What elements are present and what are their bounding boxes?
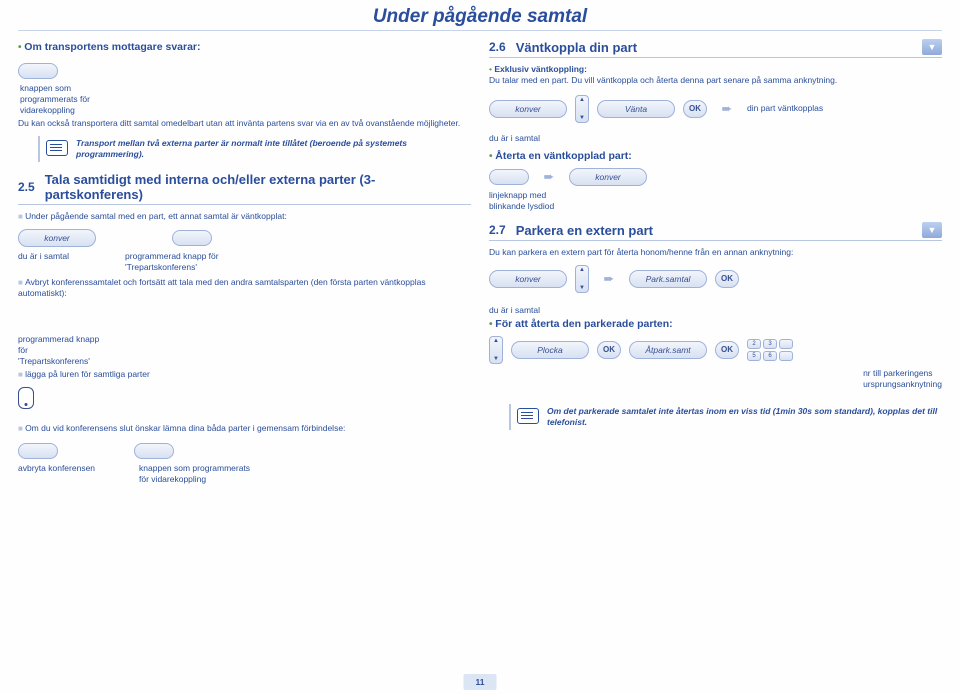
heading-om-transport: Om transportens mottagare svarar:	[18, 41, 471, 53]
chevron-down-icon: ▼	[922, 39, 942, 55]
label-vantkopplas: din part väntkopplas	[747, 103, 823, 114]
left-column: Om transportens mottagare svarar: knappe…	[18, 37, 471, 489]
label-linjeknapp: linjeknapp med blinkande lysdiod	[489, 190, 942, 212]
softkey-konver-4: konver	[489, 270, 567, 288]
ok-button-4: OK	[715, 341, 739, 359]
note-text-2: Om det parkerade samtalet inte återtas i…	[547, 406, 942, 428]
nav-rocker-3: ▲▼	[489, 336, 503, 364]
label-knapp-vidarekoppling: knappen som programmerats för vidarekopp…	[20, 83, 471, 116]
softkey-vanta: Vänta	[597, 100, 675, 118]
section-2-7-num: 2.7	[489, 223, 506, 237]
heading-for-att-aterta: För att återta den parkerade parten:	[489, 318, 942, 330]
right-column: 2.6 Väntkoppla din part ▼ • Exklusiv vän…	[489, 37, 942, 489]
section-2-7-title: Parkera en extern part	[516, 223, 653, 238]
programmable-key-icon-2	[172, 230, 212, 246]
label-avbryta-konf: avbryta konferensen	[18, 463, 95, 474]
softkey-park: Park.samtal	[629, 270, 707, 288]
ok-button-2: OK	[715, 270, 739, 288]
arrow-icon-2: ➨	[539, 170, 559, 184]
arrow-icon-3: ➨	[599, 272, 619, 286]
label-nr-parkering: nr till parkeringens ursprungsanknytning	[863, 368, 942, 390]
ok-button-1: OK	[683, 100, 707, 118]
programmable-key-icon-3	[18, 443, 58, 459]
section-2-5-title: Tala samtidigt med interna och/eller ext…	[45, 172, 471, 202]
softkey-konver-3: konver	[569, 168, 647, 186]
section-2-5-head: 2.5 Tala samtidigt med interna och/eller…	[18, 172, 471, 205]
exklusiv-body: Du talar med en part. Du vill väntkoppla…	[489, 75, 837, 85]
softkey-konver-1: konver	[18, 229, 96, 247]
programmable-key-icon-4	[134, 443, 174, 459]
page-number: 11	[464, 674, 497, 690]
note-text-1: Transport mellan två externa parter är n…	[76, 138, 471, 160]
label-prog-trepart-2: programmerad knapp för 'Trepartskonferen…	[18, 334, 471, 367]
note-transport-extern: Transport mellan två externa parter är n…	[38, 136, 471, 162]
softkey-atpark: Åtpark.samt	[629, 341, 707, 359]
nav-rocker-2: ▲▼	[575, 265, 589, 293]
section-2-6-title: Väntkoppla din part	[516, 40, 637, 55]
chevron-down-icon-2: ▼	[922, 222, 942, 238]
label-du-samtal-3: du är i samtal	[489, 305, 942, 316]
text-om-slut: Om du vid konferensens slut önskar lämna…	[18, 423, 471, 435]
note-icon-2	[517, 408, 539, 424]
exklusiv-head: Exklusiv väntkoppling:	[494, 64, 587, 74]
section-2-7-head: 2.7 Parkera en extern part ▼	[489, 222, 942, 241]
text-27-intro: Du kan parkera en extern part för återta…	[489, 247, 942, 258]
programmable-key-icon	[18, 63, 58, 79]
note-parkering-timeout: Om det parkerade samtalet inte återtas i…	[509, 404, 942, 430]
softkey-konver-2: konver	[489, 100, 567, 118]
section-2-6-head: 2.6 Väntkoppla din part ▼	[489, 39, 942, 58]
text-25-intro: Under pågående samtal med en part, ett a…	[18, 211, 471, 223]
softkey-plocka: Plocka	[511, 341, 589, 359]
heading-aterta: Återta en väntkopplad part:	[489, 150, 942, 162]
note-icon	[46, 140, 68, 156]
label-du-samtal-2: du är i samtal	[489, 133, 942, 144]
section-2-6-num: 2.6	[489, 40, 506, 54]
label-du-samtal-1: du är i samtal	[18, 251, 69, 262]
line-key-icon	[489, 169, 529, 185]
label-knapp-vidare-2: knappen som programmerats för vidarekopp…	[139, 463, 250, 485]
text-lagga-pa: lägga på luren för samtliga parter	[18, 369, 471, 381]
keypad-icon: 23 56	[747, 339, 793, 361]
ok-button-3: OK	[597, 341, 621, 359]
page-title: Under pågående samtal	[18, 0, 942, 31]
text-avbryt-konferens: Avbryt konferenssamtalet och fortsätt at…	[18, 277, 471, 300]
text-transport-omedelbart: Du kan också transportera ditt samtal om…	[18, 118, 471, 129]
label-prog-trepart-1: programmerad knapp för 'Trepartskonferen…	[125, 251, 219, 273]
arrow-icon-1: ➨	[717, 102, 737, 116]
handset-icon	[18, 387, 34, 409]
nav-rocker-1: ▲▼	[575, 95, 589, 123]
section-2-5-num: 2.5	[18, 180, 35, 194]
text-exklusiv: • Exklusiv väntkoppling: Du talar med en…	[489, 64, 942, 87]
